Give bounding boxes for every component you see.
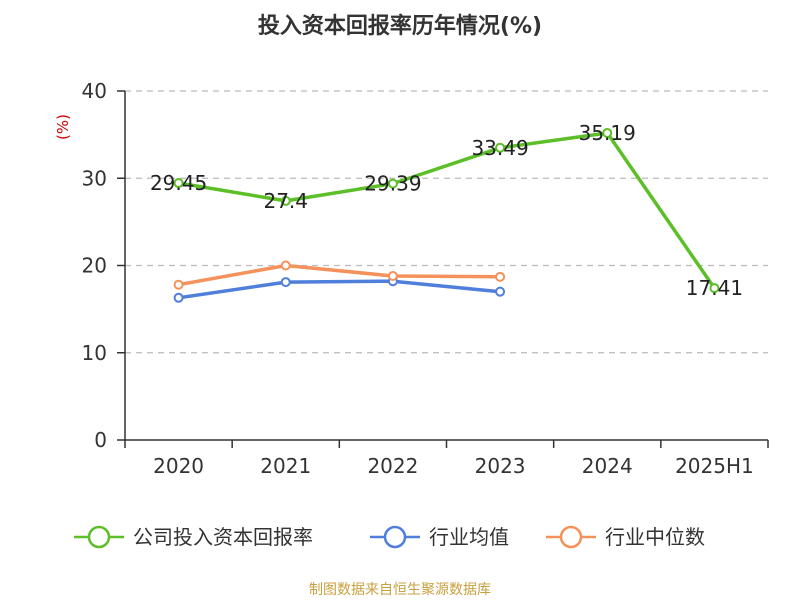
- point-0-2020: [173, 178, 184, 189]
- legend-item-1: 行业均值: [370, 525, 509, 549]
- y-axis-label: (%): [54, 114, 72, 140]
- legend-label-0: 公司投入资本回报率: [133, 525, 313, 549]
- point-2-2020: [173, 279, 184, 290]
- point-0-2025H1: [709, 283, 720, 294]
- series-line-1: [178, 279, 501, 300]
- legend-marker-0: [87, 525, 111, 549]
- legend-label-1: 行业均值: [429, 525, 509, 549]
- series-line-2: [178, 263, 501, 287]
- series-line-0: [178, 131, 716, 290]
- point-2-2021: [280, 260, 291, 271]
- data-label-2022: 29.39: [364, 172, 421, 196]
- legend-marker-2: [559, 525, 583, 549]
- x-tick-label-2021: 2021: [260, 454, 311, 478]
- legend-label-2: 行业中位数: [605, 525, 705, 549]
- x-tick-label-2025H1: 2025H1: [675, 454, 754, 478]
- legend-item-0: 公司投入资本回报率: [74, 525, 313, 549]
- y-tick-label-0: 0: [94, 428, 107, 452]
- point-1-2020: [173, 292, 184, 303]
- series-layer: [173, 127, 720, 303]
- y-tick-label-30: 30: [82, 166, 107, 190]
- point-2-2023: [495, 271, 506, 282]
- source-note: 制图数据来自恒生聚源数据库: [309, 582, 491, 598]
- data-label-2024: 35.19: [579, 121, 636, 145]
- point-0-2021: [280, 195, 291, 206]
- legend-item-2: 行业中位数: [546, 525, 705, 549]
- point-0-2024: [602, 127, 613, 138]
- x-tick-label-2023: 2023: [475, 454, 526, 478]
- point-1-2023: [495, 286, 506, 297]
- data-labels: 29.45 27.4 29.39 33.49 35.19 17.41: [150, 121, 743, 300]
- chart-title: 投入资本回报率历年情况(%): [258, 13, 542, 39]
- grid-lines: [125, 90, 768, 354]
- x-tick-label-2020: 2020: [153, 454, 204, 478]
- data-label-2021: 27.4: [263, 189, 308, 213]
- data-label-2020: 29.45: [150, 171, 207, 195]
- y-tick-label-40: 40: [82, 79, 107, 103]
- point-0-2022: [387, 178, 398, 189]
- legend-marker-1: [383, 525, 407, 549]
- axes: 0 10 20 30 40 2020 2021 2022 2023 2024 2025H1: [82, 79, 769, 478]
- point-2-2022: [387, 270, 398, 281]
- y-tick-label-10: 10: [82, 341, 107, 365]
- data-label-2023: 33.49: [471, 136, 528, 160]
- legend: 公司投入资本回报率 行业均值 行业中位数: [74, 525, 705, 549]
- x-tick-label-2022: 2022: [367, 454, 418, 478]
- data-label-2025H1: 17.41: [686, 276, 743, 300]
- y-tick-label-20: 20: [82, 254, 107, 278]
- point-0-2023: [495, 142, 506, 153]
- point-1-2021: [280, 277, 291, 288]
- x-tick-label-2024: 2024: [582, 454, 633, 478]
